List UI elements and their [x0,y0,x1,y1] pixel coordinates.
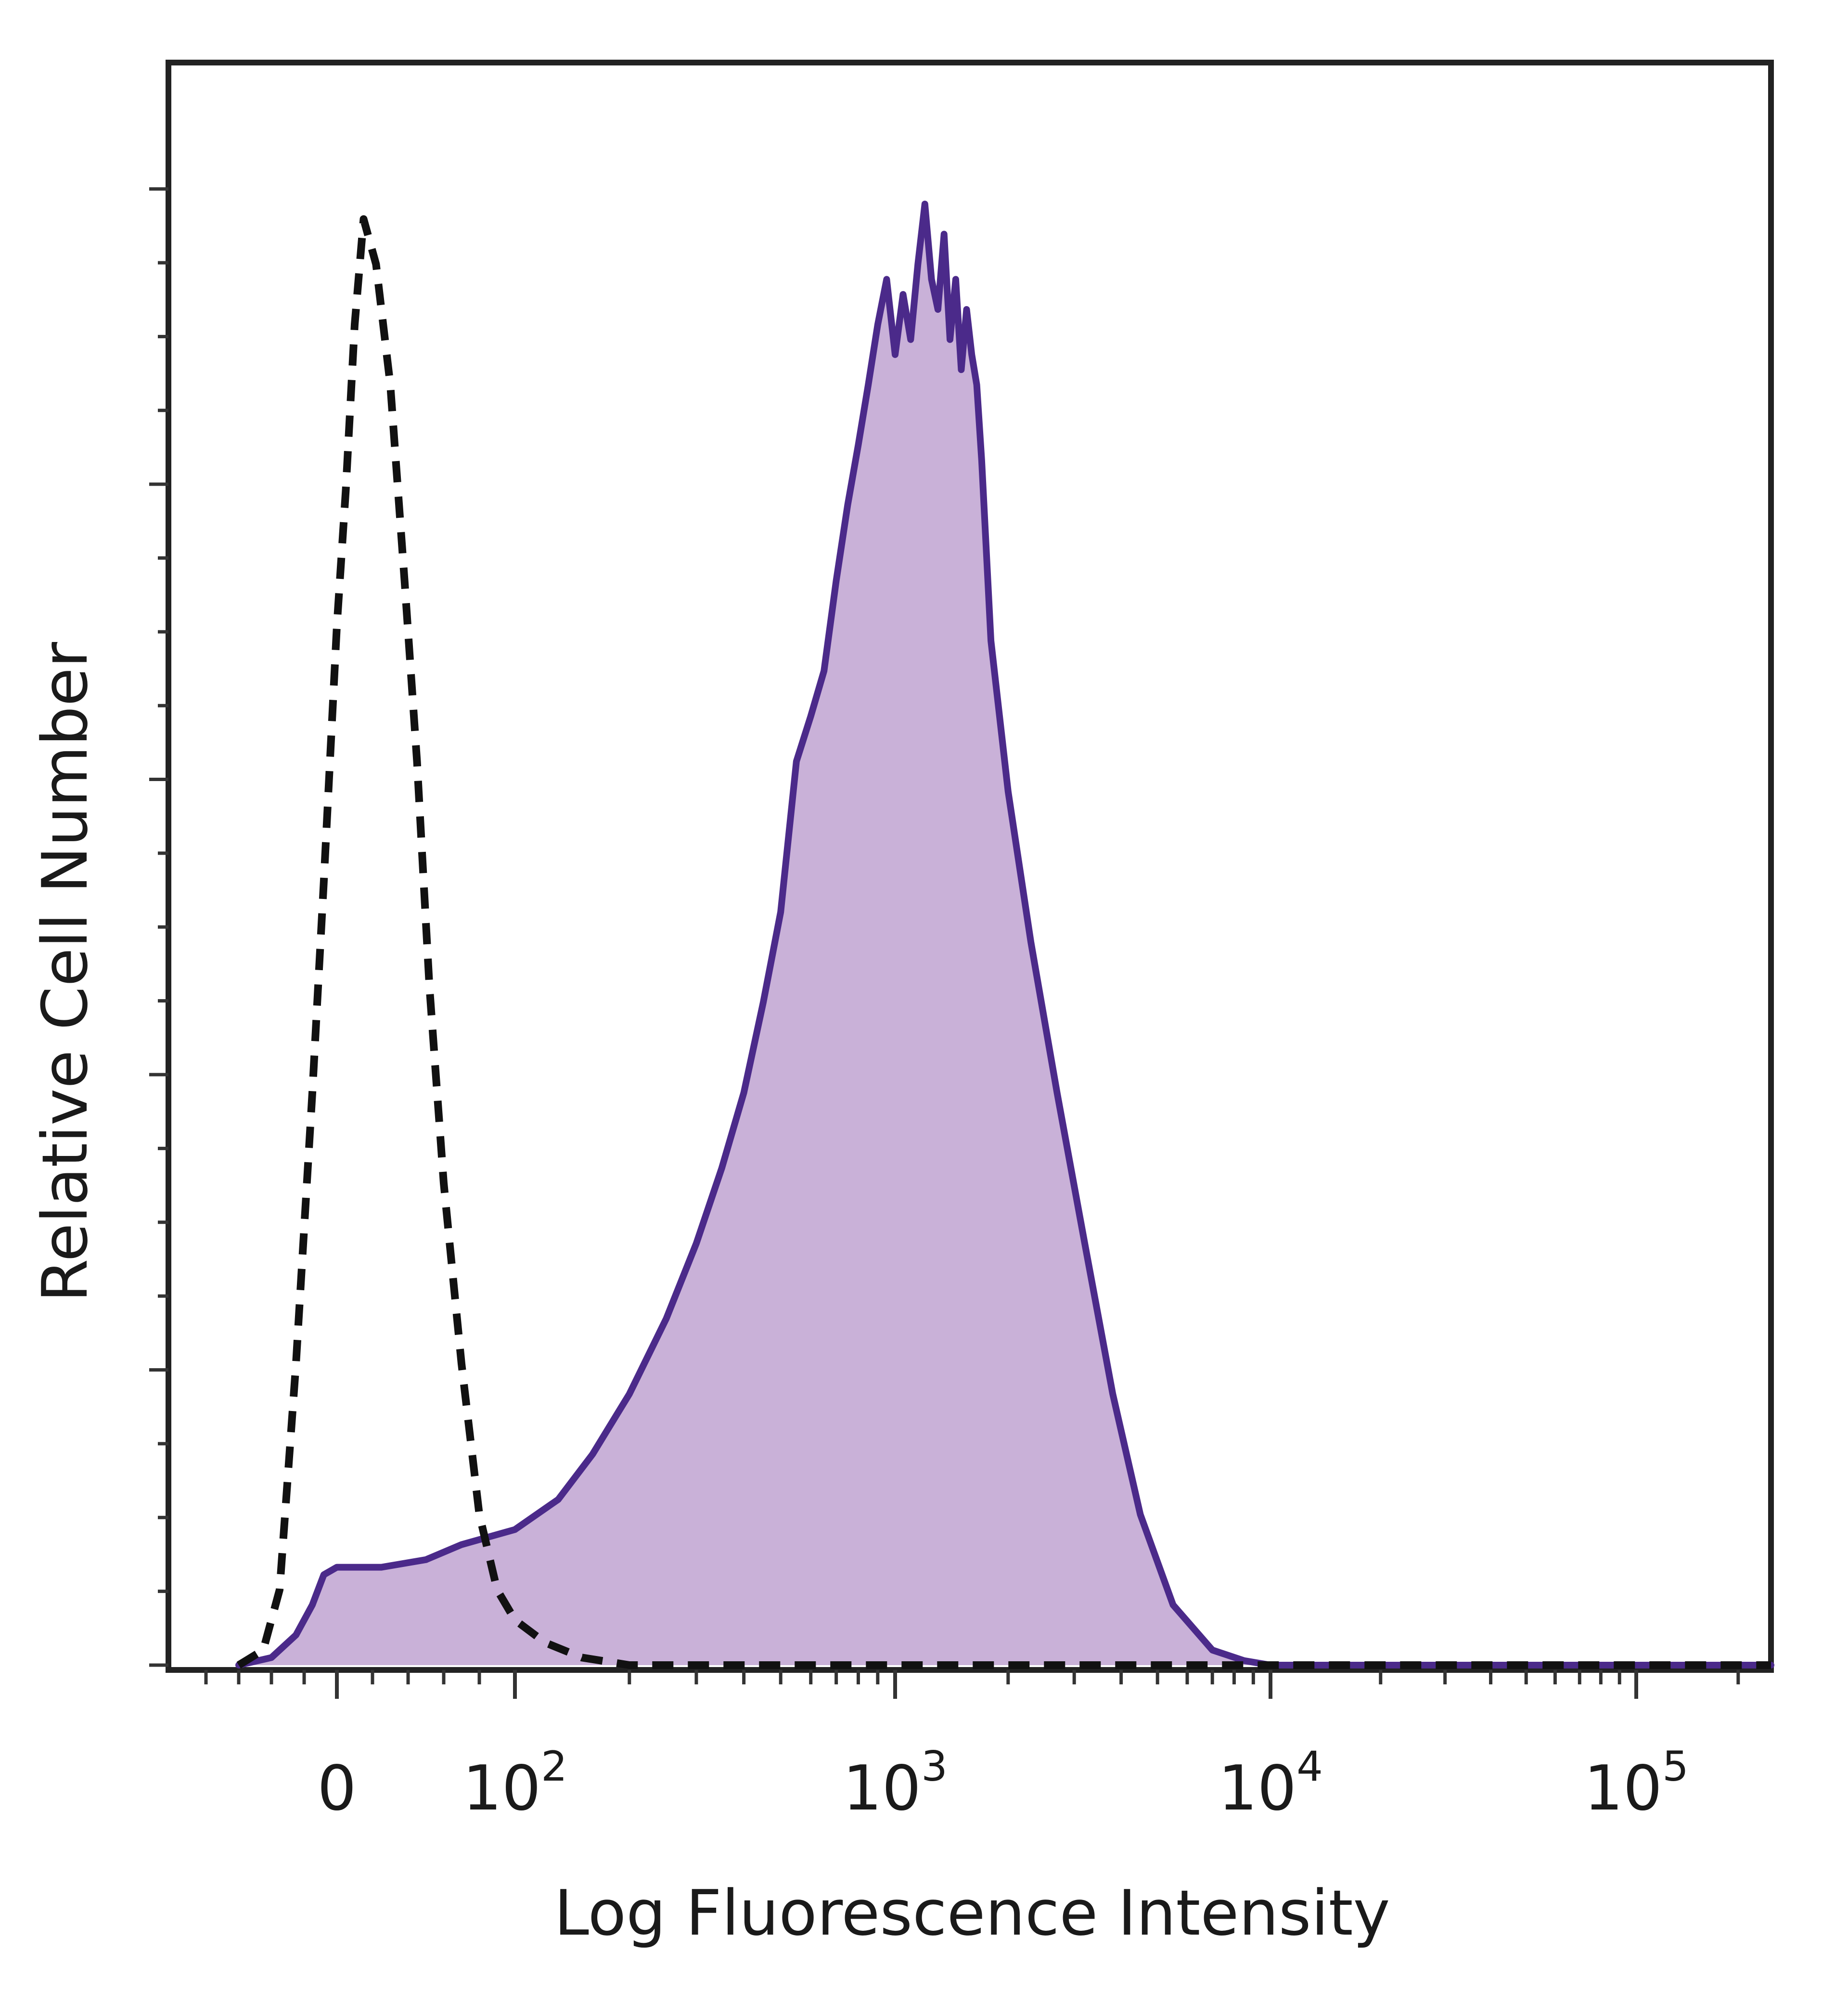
x-tick-label: 103 [843,1743,948,1824]
x-tick-label: 0 [317,1753,356,1824]
y-axis-title: Relative Cell Number [28,642,102,1302]
series-layer [235,200,1774,1669]
x-tick-label: 102 [462,1743,567,1824]
isotype-control-line [236,215,1771,1669]
stained-histogram-fill [239,204,1771,1666]
x-tick-label: 105 [1584,1743,1689,1824]
x-axis-ticks [204,1670,1740,1699]
x-tick-label: 104 [1218,1743,1323,1824]
x-axis-title: Log Fluorescence Intensity [554,1876,1390,1950]
y-axis-ticks [149,187,168,1667]
plot-frame [166,60,1774,1673]
x-tick-labels: 0 102 103 104 105 [317,1743,1689,1824]
